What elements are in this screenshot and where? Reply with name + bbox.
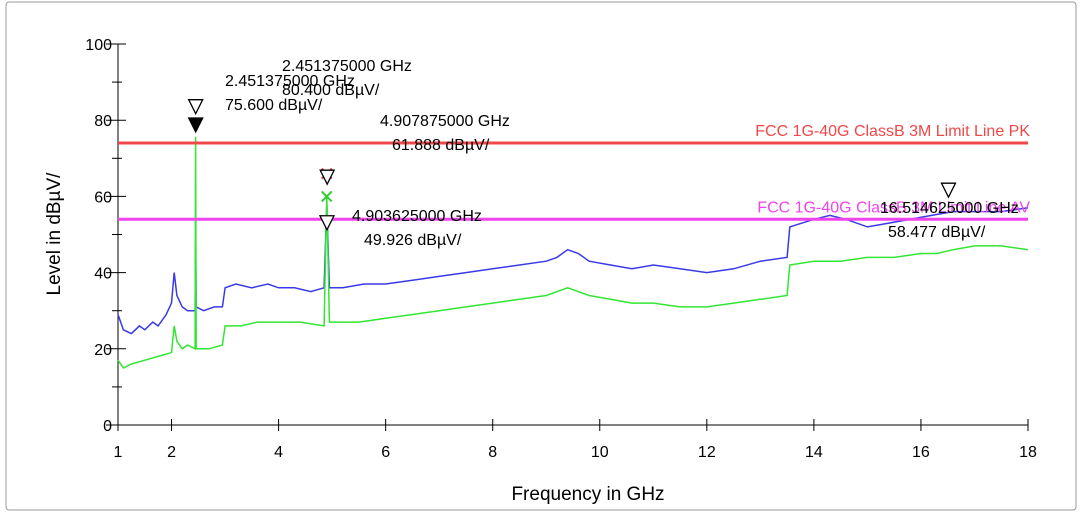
y-tick-label: 80 (94, 113, 112, 130)
y-tick-label: 60 (94, 189, 112, 206)
marker-symbol (187, 99, 204, 116)
marker-level: 49.926 dBµV/ (364, 232, 462, 249)
marker-frequency: 4.903625000 GHz (352, 208, 482, 225)
marker-frequency: 16.514625000 GHz (880, 200, 1019, 217)
marker-level: 80.400 dBµV/ (282, 82, 380, 99)
marker-level: 58.477 dBµV/ (888, 224, 986, 241)
marker-symbol (319, 169, 336, 186)
y-axis-title: Level in dBµV/ (44, 172, 65, 296)
limit-line-label: FCC 1G-40G ClassB 3M Limit Line AV (757, 199, 1030, 216)
x-tick-label: 2 (167, 444, 176, 461)
y-tick-label: 100 (85, 37, 112, 54)
frame (5, 1, 1077, 511)
marker-level: 61.888 dBµV/ (392, 137, 490, 154)
y-tick-label: 20 (94, 342, 112, 359)
cross-mark (321, 190, 333, 203)
marker-symbol (187, 117, 204, 134)
marker-symbol (940, 182, 957, 199)
x-tick-label: 8 (488, 444, 497, 461)
y-tick-label: 40 (94, 266, 112, 283)
marker-frequency: 2.451375000 GHz (225, 73, 355, 90)
x-axis-title: Frequency in GHz (511, 484, 664, 505)
limit-line-label: FCC 1G-40G ClassB 3M Limit Line PK (755, 123, 1030, 140)
y-tick-label: 0 (103, 418, 112, 435)
x-tick-label: 10 (591, 444, 609, 461)
marker-level: 75.600 dBµV/ (225, 97, 323, 114)
marker-frequency: 2.451375000 GHz (282, 58, 412, 75)
marker-frequency: 4.907875000 GHz (380, 113, 510, 130)
marker-symbol (318, 215, 336, 232)
x-tick-label: 6 (381, 444, 390, 461)
x-tick-label: 1 (114, 444, 123, 461)
x-tick-label: 12 (698, 444, 716, 461)
x-tick-label: 4 (274, 444, 283, 461)
x-tick-label: 18 (1019, 444, 1037, 461)
x-tick-label: 16 (912, 444, 930, 461)
trace (117, 136, 1029, 369)
x-tick-label: 14 (805, 444, 823, 461)
